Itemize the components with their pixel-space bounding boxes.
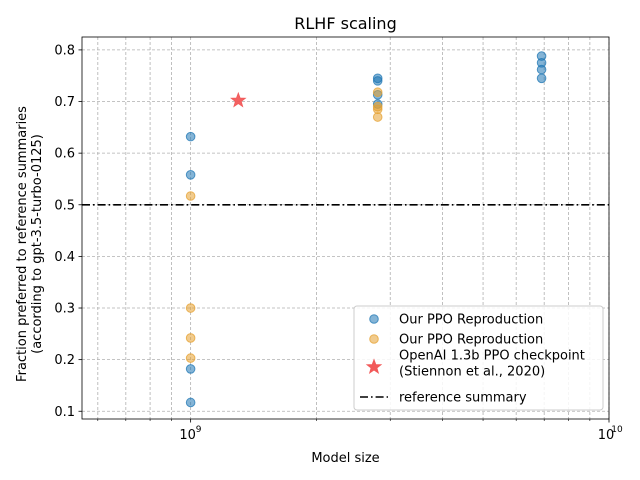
legend-label: Our PPO Reproduction xyxy=(399,333,543,348)
x-tick-label: 10 xyxy=(598,428,615,443)
openai-checkpoint-point xyxy=(230,91,247,108)
series-1-point xyxy=(185,397,196,408)
y-tick-label: 0.8 xyxy=(54,43,75,58)
series-1-point xyxy=(372,76,383,86)
series-2-point xyxy=(372,87,383,98)
legend-circle-swatch xyxy=(369,314,379,324)
x-tick-label-exponent: 10 xyxy=(611,425,623,435)
y-tick-label: 0.7 xyxy=(54,95,75,110)
x-tick-label: 10 xyxy=(179,428,196,443)
grid-lines xyxy=(82,37,610,419)
y-tick-label: 0.2 xyxy=(54,353,75,368)
x-axis-title: Model size xyxy=(311,451,379,466)
axis-ticks xyxy=(78,49,610,423)
legend-label: reference summary xyxy=(399,391,527,406)
legend-label: (Stiennon et al., 2020) xyxy=(399,365,545,380)
y-axis-subtitle: (according to gpt-3.5-turbo-0125) xyxy=(30,134,45,354)
y-axis-title: Fraction preferred to reference summarie… xyxy=(15,106,30,382)
y-tick-label: 0.1 xyxy=(54,405,75,420)
series-2-point xyxy=(185,303,196,313)
y-tick-labels: 0.1 0.2 0.3 0.4 0.5 0.6 0.7 0.8 xyxy=(54,43,75,419)
y-tick-label: 0.6 xyxy=(54,147,75,162)
y-tick-label: 0.3 xyxy=(54,302,75,317)
chart-title: RLHF scaling xyxy=(294,14,396,33)
legend-label: OpenAI 1.3b PPO checkpoint xyxy=(399,349,585,364)
legend-star-swatch xyxy=(365,358,383,375)
plot-frame xyxy=(81,36,610,420)
legend: Our PPO Reproduction Our PPO Reproduction… xyxy=(353,305,604,411)
legend-label: Our PPO Reproduction xyxy=(399,313,543,328)
series-1-point xyxy=(185,364,196,374)
series-1-point xyxy=(536,64,547,75)
series-1-point xyxy=(185,170,196,180)
y-tick-label: 0.5 xyxy=(54,198,75,213)
y-tick-label: 0.4 xyxy=(54,250,75,265)
series-1-point xyxy=(185,131,196,142)
series-2-point xyxy=(185,333,196,343)
legend-box xyxy=(353,305,604,411)
legend-circle-swatch xyxy=(369,334,379,344)
series-2-point xyxy=(185,191,196,201)
series-1-point xyxy=(536,73,547,84)
data-points xyxy=(185,51,547,408)
series-2-point xyxy=(372,112,383,122)
x-tick-label-exponent: 9 xyxy=(196,425,202,435)
series-2-point xyxy=(185,353,196,363)
